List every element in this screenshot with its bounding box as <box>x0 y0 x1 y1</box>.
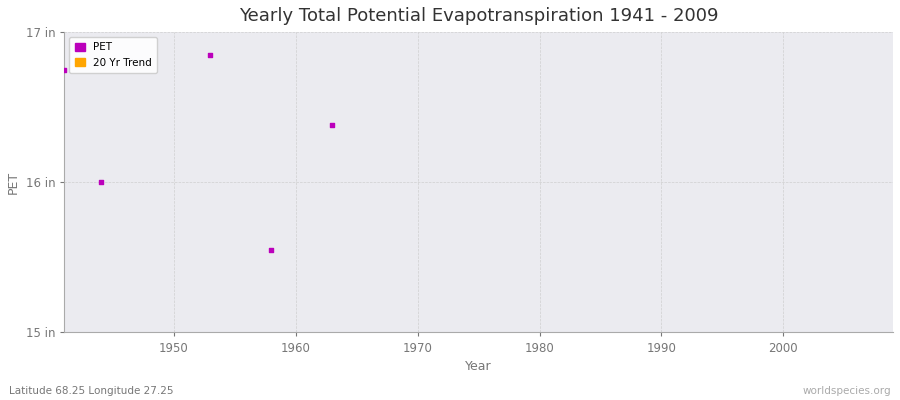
Legend: PET, 20 Yr Trend: PET, 20 Yr Trend <box>69 37 158 73</box>
Point <box>203 51 218 58</box>
X-axis label: Year: Year <box>465 360 492 373</box>
Point <box>57 66 71 73</box>
Point <box>265 247 279 253</box>
Text: Latitude 68.25 Longitude 27.25: Latitude 68.25 Longitude 27.25 <box>9 386 174 396</box>
Point <box>325 122 339 128</box>
Y-axis label: PET: PET <box>7 171 20 194</box>
Text: worldspecies.org: worldspecies.org <box>803 386 891 396</box>
Point <box>94 179 108 186</box>
Title: Yearly Total Potential Evapotranspiration 1941 - 2009: Yearly Total Potential Evapotranspiratio… <box>238 7 718 25</box>
